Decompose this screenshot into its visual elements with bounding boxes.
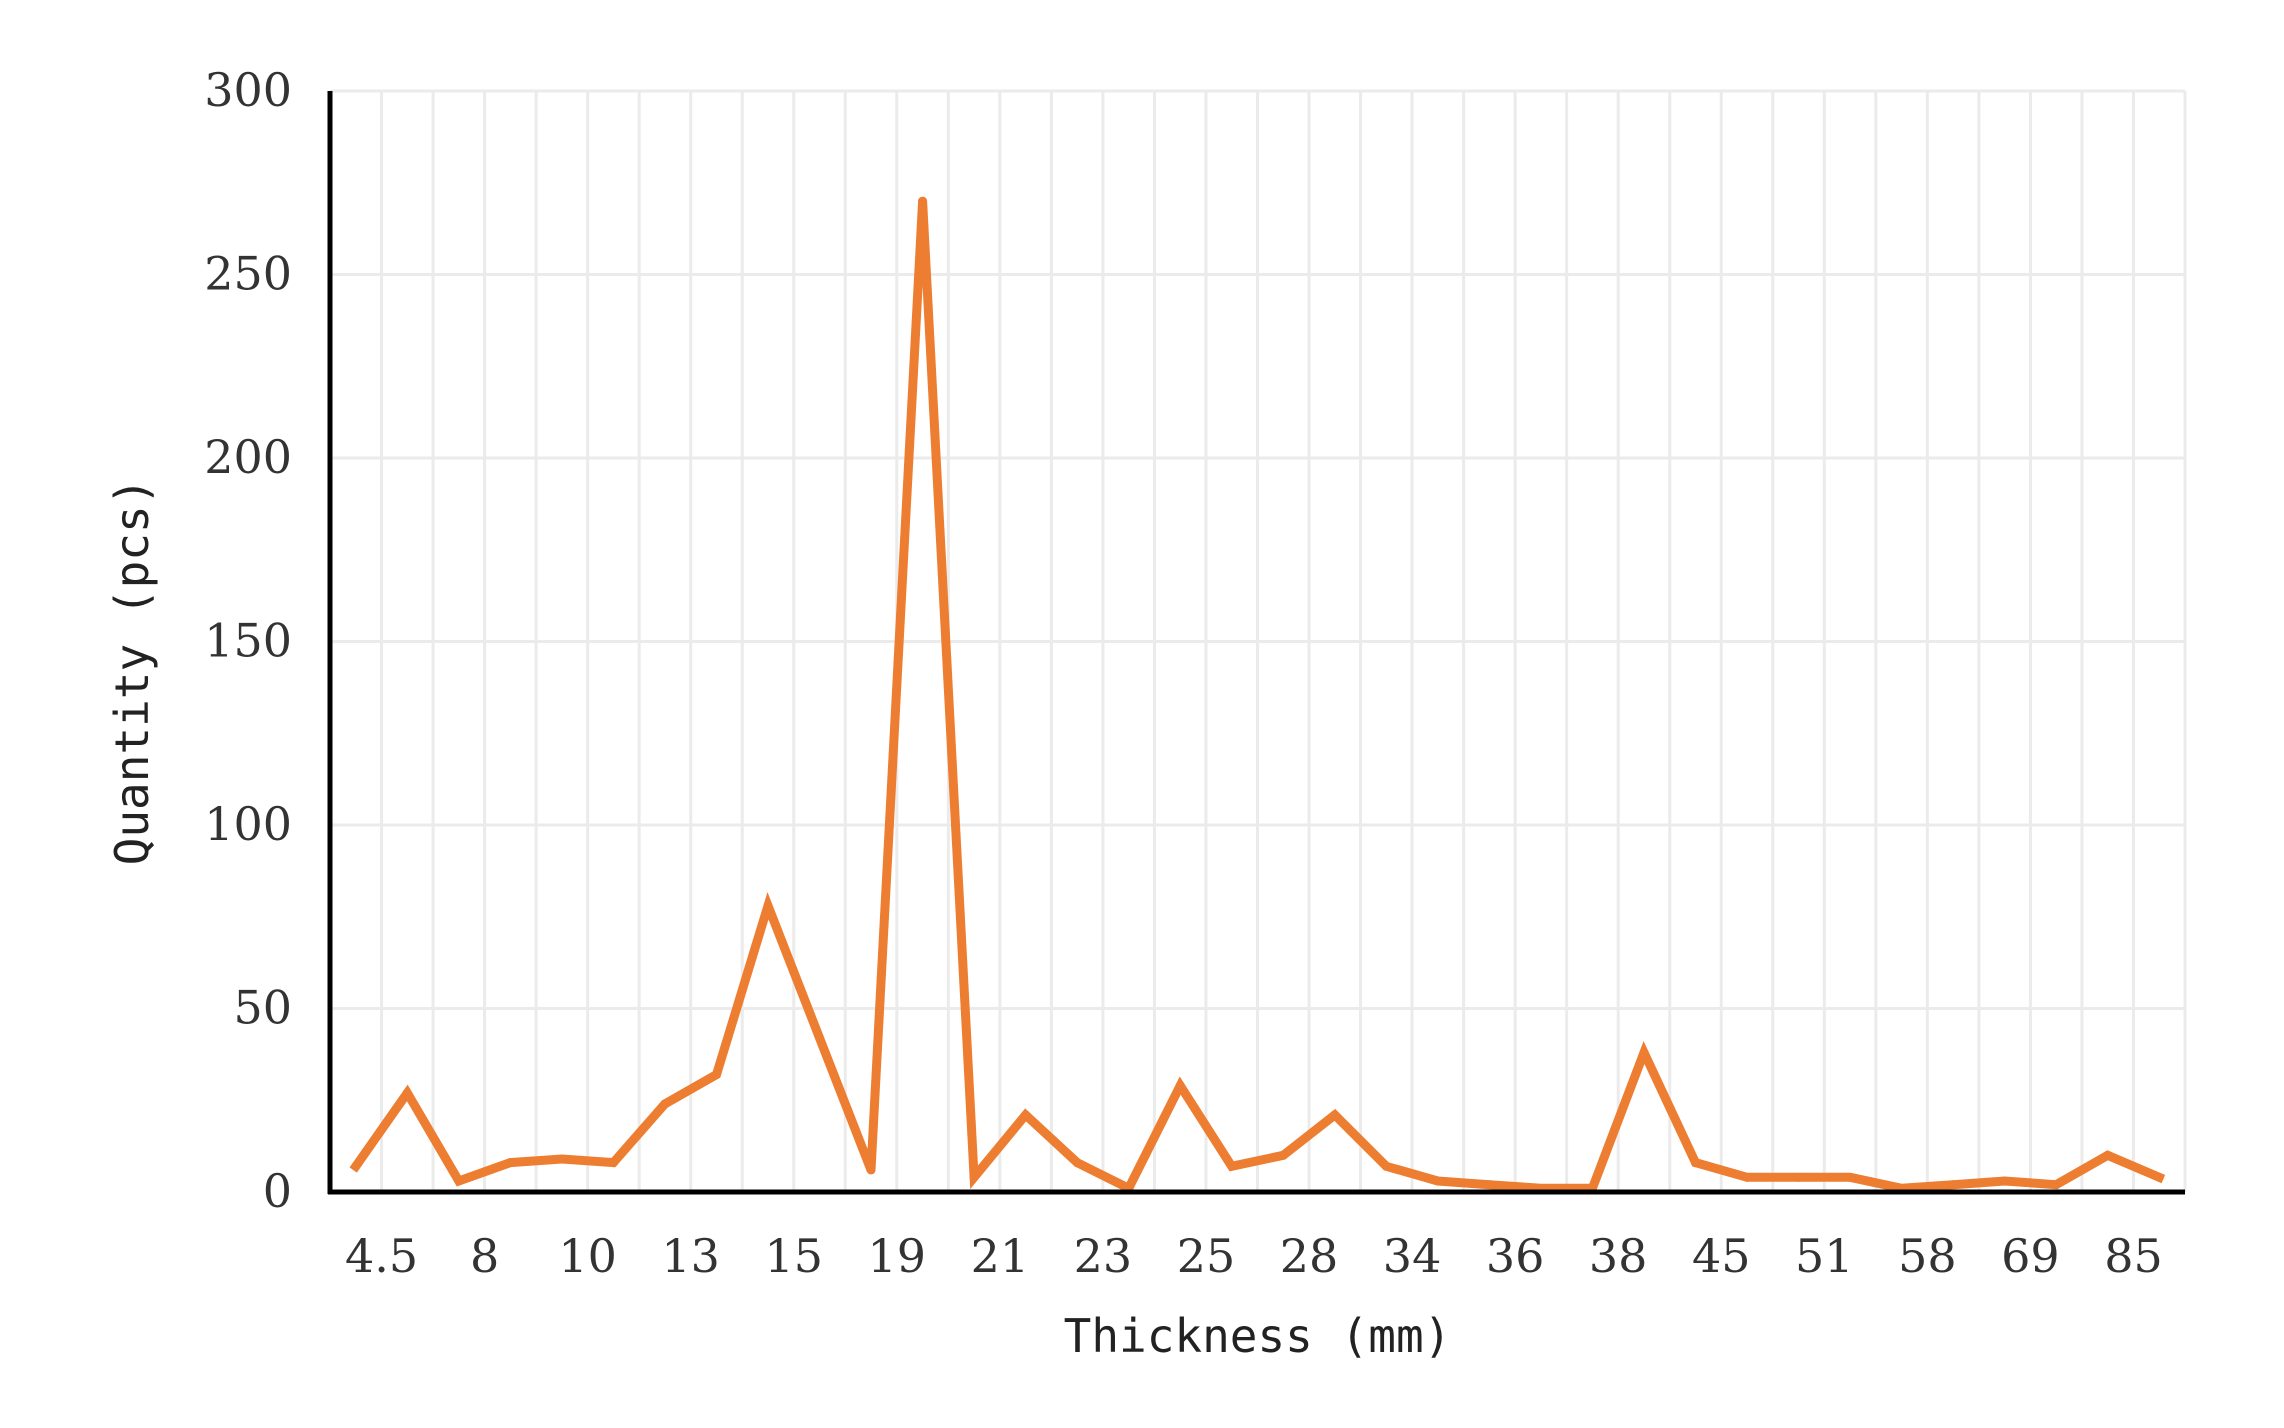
x-tick-label: 25 xyxy=(1177,1229,1236,1283)
x-tick-label: 38 xyxy=(1589,1229,1648,1283)
data-point xyxy=(1278,1150,1288,1160)
data-point xyxy=(711,1070,721,1080)
data-point xyxy=(1072,1158,1082,1168)
y-tick-label: 200 xyxy=(204,430,292,484)
data-point xyxy=(1330,1110,1340,1120)
data-point xyxy=(1845,1172,1855,1182)
x-tick-label: 10 xyxy=(558,1229,617,1283)
data-point xyxy=(660,1099,670,1109)
x-tick-label: 13 xyxy=(661,1229,720,1283)
x-axis-tick-labels: 4.5 8 10 13 15 19 21 23 25 28 34 36 38 45 51 58 69 85 xyxy=(345,1229,2163,1283)
data-point xyxy=(1690,1158,1700,1168)
x-tick-label: 69 xyxy=(2001,1229,2060,1283)
x-tick-label: 23 xyxy=(1074,1229,1133,1283)
y-tick-label: 300 xyxy=(204,63,292,117)
data-point xyxy=(1639,1048,1649,1058)
data-point xyxy=(1948,1180,1958,1190)
y-axis-tick-labels: 0 50 100 150 200 250 300 xyxy=(204,63,292,1218)
data-point xyxy=(2051,1180,2061,1190)
x-tick-label: 8 xyxy=(470,1229,499,1283)
series-layer xyxy=(349,196,2166,1195)
y-tick-label: 0 xyxy=(263,1164,292,1218)
data-point xyxy=(866,1165,876,1175)
data-point xyxy=(2103,1150,2113,1160)
data-point xyxy=(1227,1161,1237,1171)
y-tick-label: 250 xyxy=(204,247,292,301)
x-tick-label: 28 xyxy=(1280,1229,1339,1283)
data-point xyxy=(402,1088,412,1098)
x-tick-label: 4.5 xyxy=(345,1229,418,1283)
x-tick-label: 34 xyxy=(1383,1229,1442,1283)
series-line xyxy=(349,200,2166,1195)
data-point xyxy=(1484,1180,1494,1190)
x-tick-label: 21 xyxy=(971,1229,1030,1283)
x-tick-label: 58 xyxy=(1898,1229,1957,1283)
data-point xyxy=(351,1161,361,1171)
x-tick-label: 19 xyxy=(868,1229,927,1283)
x-tick-label: 85 xyxy=(2104,1229,2163,1283)
data-point xyxy=(454,1176,464,1186)
data-point xyxy=(1742,1172,1752,1182)
y-axis-title: Quantity (pcs) xyxy=(105,478,159,866)
data-point xyxy=(2000,1176,2010,1186)
data-point xyxy=(557,1154,567,1164)
data-point xyxy=(763,901,773,911)
x-tick-label: 45 xyxy=(1692,1229,1751,1283)
y-tick-label: 50 xyxy=(233,981,292,1035)
data-point xyxy=(1021,1110,1031,1120)
data-point xyxy=(1433,1176,1443,1186)
x-tick-label: 36 xyxy=(1486,1229,1545,1283)
data-point xyxy=(1175,1081,1185,1091)
data-point xyxy=(1381,1161,1391,1171)
y-tick-label: 100 xyxy=(204,797,292,851)
data-point xyxy=(918,196,928,206)
data-point xyxy=(1794,1172,1804,1182)
data-point xyxy=(969,1172,979,1182)
data-point xyxy=(2154,1172,2164,1182)
x-tick-label: 51 xyxy=(1795,1229,1854,1283)
grid-lines xyxy=(330,89,2187,1192)
x-tick-label: 15 xyxy=(764,1229,823,1283)
y-tick-label: 150 xyxy=(204,614,292,668)
data-point xyxy=(505,1158,515,1168)
x-axis-title: Thickness (mm) xyxy=(1064,1309,1452,1363)
data-point xyxy=(815,1033,825,1043)
data-point xyxy=(608,1158,618,1168)
